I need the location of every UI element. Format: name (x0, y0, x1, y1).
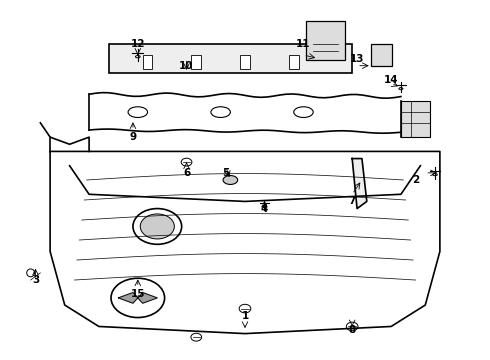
Circle shape (133, 208, 182, 244)
Bar (143, 55, 152, 69)
Text: 3: 3 (32, 275, 39, 285)
Circle shape (181, 158, 192, 166)
Text: 7: 7 (348, 197, 356, 206)
Circle shape (239, 304, 251, 313)
FancyBboxPatch shape (306, 21, 345, 60)
Bar (289, 55, 298, 69)
Text: 15: 15 (130, 289, 145, 299)
Text: 8: 8 (348, 325, 356, 335)
Polygon shape (118, 293, 157, 303)
FancyBboxPatch shape (371, 44, 392, 66)
Ellipse shape (433, 174, 438, 176)
Text: 12: 12 (130, 39, 145, 49)
Ellipse shape (27, 269, 34, 277)
Ellipse shape (263, 206, 267, 207)
FancyBboxPatch shape (109, 44, 352, 73)
Text: 9: 9 (129, 132, 137, 142)
Text: 13: 13 (350, 54, 364, 64)
FancyBboxPatch shape (401, 102, 430, 137)
Circle shape (111, 278, 165, 318)
Circle shape (346, 322, 358, 331)
Bar (192, 55, 201, 69)
Text: 14: 14 (384, 75, 398, 85)
Text: 1: 1 (242, 311, 248, 321)
Text: 6: 6 (183, 168, 190, 178)
Ellipse shape (399, 87, 403, 90)
Ellipse shape (223, 176, 238, 184)
Text: 2: 2 (412, 175, 419, 185)
Text: 11: 11 (296, 39, 311, 49)
Text: 10: 10 (179, 61, 194, 71)
Bar (240, 55, 250, 69)
Text: 5: 5 (222, 168, 229, 178)
Text: 4: 4 (261, 203, 268, 213)
Polygon shape (352, 158, 367, 208)
Ellipse shape (135, 55, 140, 58)
Circle shape (140, 214, 174, 239)
Circle shape (191, 333, 202, 341)
